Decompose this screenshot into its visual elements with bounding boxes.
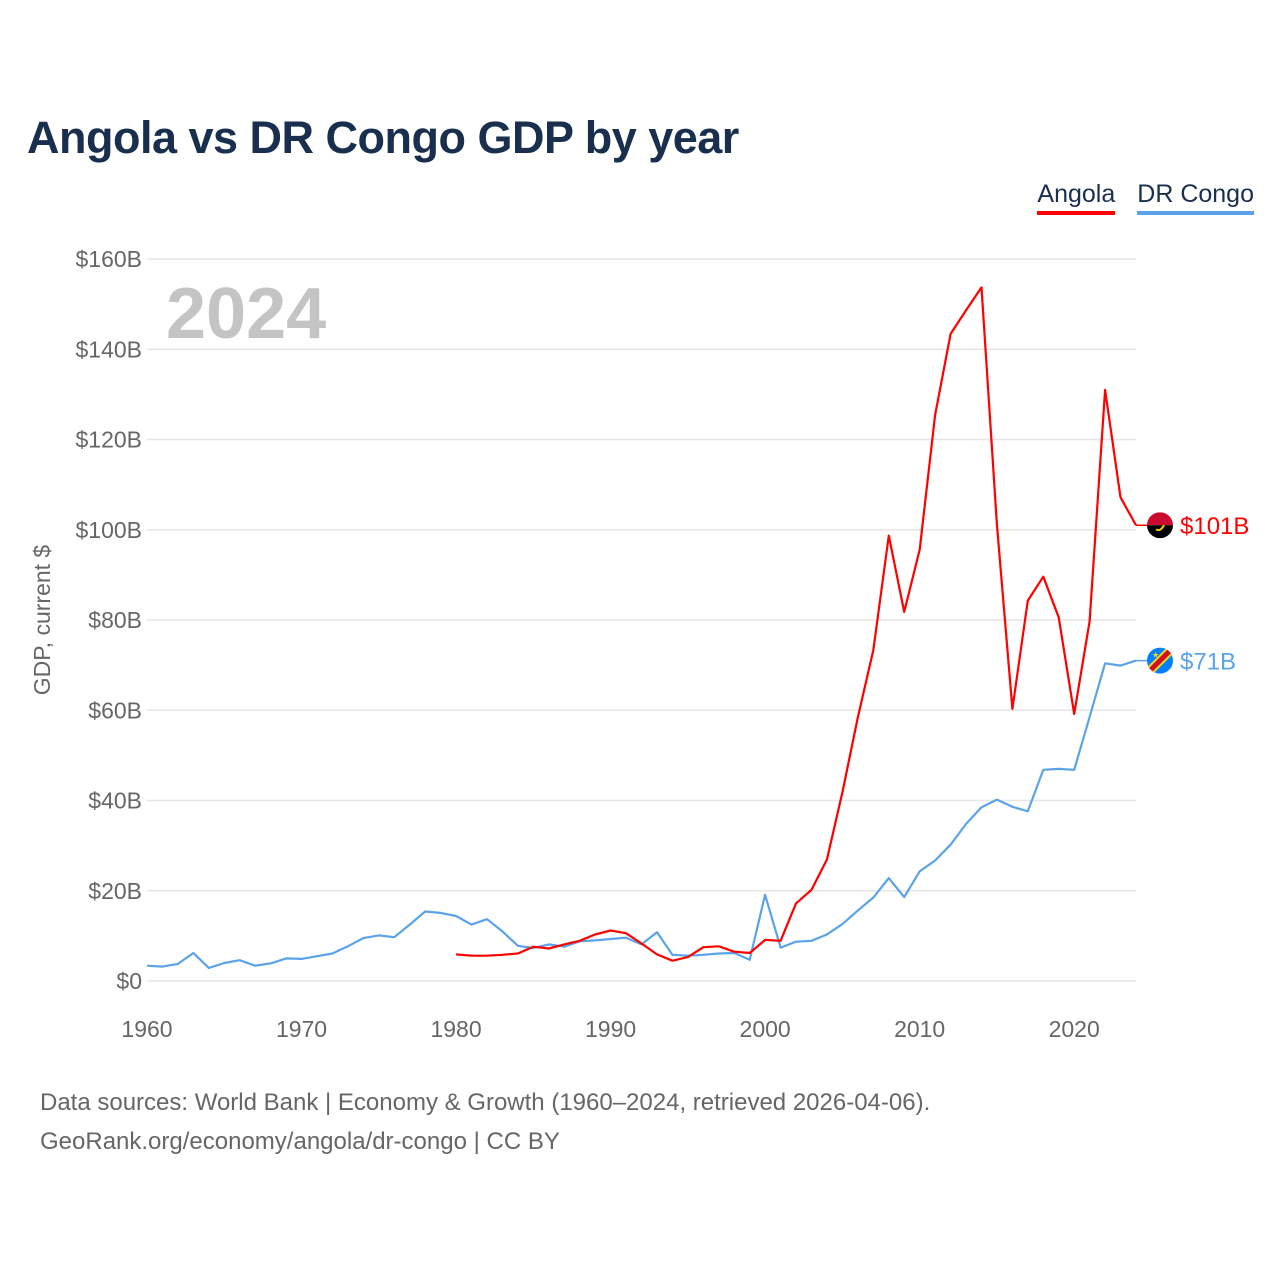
- footer-sources: Data sources: World Bank | Economy & Gro…: [40, 1089, 931, 1116]
- angola-end-label: $101B: [1180, 513, 1249, 540]
- legend-item-angola[interactable]: Angola: [1037, 180, 1116, 215]
- y-tick-label: $0: [116, 968, 142, 994]
- y-tick-label: $120B: [75, 427, 142, 453]
- y-tick-label: $20B: [88, 878, 142, 904]
- x-tick-label: 1960: [121, 1016, 172, 1042]
- series-line-dr-congo: [146, 659, 1137, 970]
- footer-link[interactable]: GeoRank.org/economy/angola/dr-congo | CC…: [40, 1128, 560, 1155]
- svg-text:★: ★: [1152, 651, 1159, 660]
- x-tick-label: 1990: [585, 1016, 636, 1042]
- series-line-angola: [456, 286, 1137, 962]
- dr-congo-end-label: $71B: [1180, 649, 1236, 676]
- year-watermark: 2024: [166, 274, 326, 354]
- y-tick-label: $140B: [75, 336, 142, 362]
- y-tick-label: $160B: [75, 246, 142, 272]
- legend: Angola DR Congo: [1037, 180, 1254, 215]
- x-tick-label: 1970: [276, 1016, 327, 1042]
- y-tick-label: $80B: [88, 607, 142, 633]
- chart-title: Angola vs DR Congo GDP by year: [27, 112, 739, 163]
- y-tick-label: $100B: [75, 517, 142, 543]
- legend-item-dr-congo[interactable]: DR Congo: [1137, 180, 1254, 215]
- footer: Data sources: World Bank | Economy & Gro…: [40, 1083, 930, 1161]
- y-tick-label: $40B: [88, 788, 142, 814]
- x-tick-label: 2000: [740, 1016, 791, 1042]
- angola-flag-icon: [1147, 512, 1173, 539]
- x-tick-label: 2020: [1049, 1016, 1100, 1042]
- x-tick-label: 2010: [894, 1016, 945, 1042]
- y-tick-label: $60B: [88, 697, 142, 723]
- y-axis-label: GDP, current $: [29, 545, 55, 696]
- dr-congo-flag-icon: ★: [1147, 647, 1173, 674]
- x-tick-label: 1980: [430, 1016, 481, 1042]
